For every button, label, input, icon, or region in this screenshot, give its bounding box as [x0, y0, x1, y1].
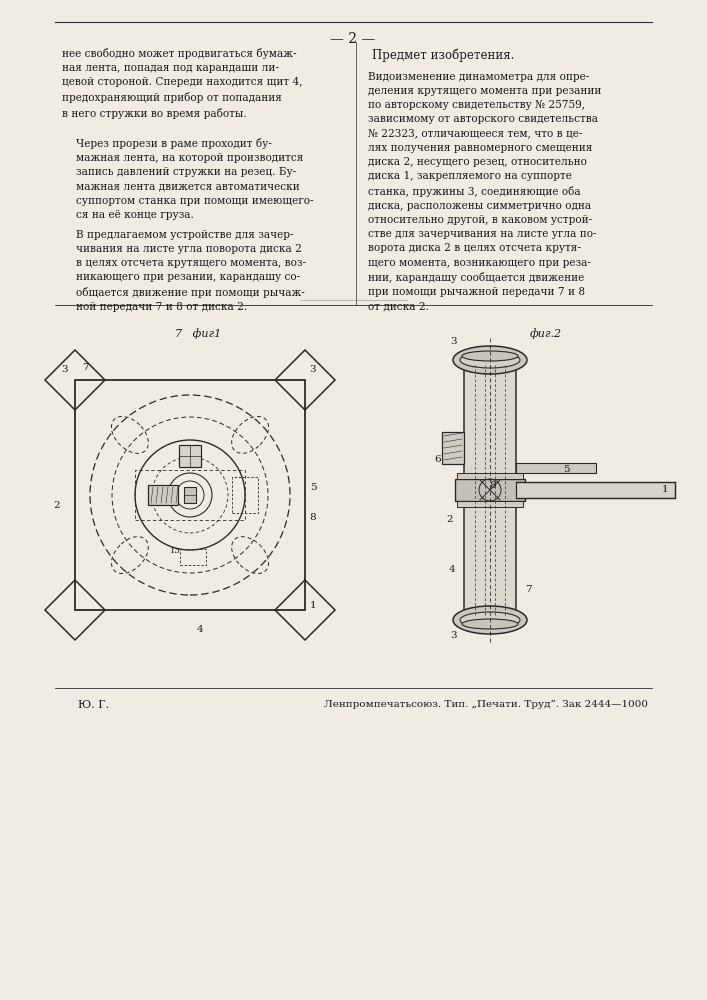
Ellipse shape	[453, 606, 527, 634]
Text: 4: 4	[449, 566, 455, 574]
Text: 2: 2	[54, 500, 60, 510]
Polygon shape	[184, 487, 196, 503]
Text: — 2 —: — 2 —	[330, 32, 375, 46]
Text: 1: 1	[662, 486, 668, 494]
Text: 5: 5	[563, 464, 569, 474]
Text: Через прорези в раме проходит бу-
мажная лента, на которой производится
запись д: Через прорези в раме проходит бу- мажная…	[76, 138, 313, 220]
Ellipse shape	[462, 351, 518, 361]
Ellipse shape	[460, 612, 520, 628]
Polygon shape	[457, 501, 523, 507]
Ellipse shape	[460, 352, 520, 368]
Polygon shape	[457, 473, 523, 479]
Polygon shape	[455, 479, 525, 501]
Polygon shape	[516, 482, 675, 498]
Text: Ю. Г.: Ю. Г.	[78, 700, 109, 710]
Polygon shape	[464, 360, 516, 620]
Polygon shape	[179, 445, 201, 467]
Text: Видоизменение динамометра для опре-
деления крутящего момента при резании
по авт: Видоизменение динамометра для опре- деле…	[368, 72, 602, 312]
Text: В предлагаемом устройстве для зачер-
чивания на листе угла поворота диска 2
в це: В предлагаемом устройстве для зачер- чив…	[76, 230, 306, 312]
Text: 3: 3	[450, 338, 457, 347]
Text: 7   фиг1: 7 фиг1	[175, 328, 221, 339]
Text: фиг.2: фиг.2	[530, 328, 562, 339]
Text: 6: 6	[435, 456, 441, 464]
Text: 1: 1	[310, 600, 316, 609]
Polygon shape	[442, 432, 464, 464]
Text: Ленпромпечатьсоюз. Тип. „Печати. Труд“. Зак 2444—1000: Ленпромпечатьсоюз. Тип. „Печати. Труд“. …	[324, 700, 648, 709]
Text: нее свободно может продвигаться бумаж-
ная лента, попадая под карандаши ли-
цево: нее свободно может продвигаться бумаж- н…	[62, 48, 303, 119]
Text: 2: 2	[447, 514, 453, 524]
Text: 4: 4	[197, 626, 204, 635]
Polygon shape	[516, 463, 596, 473]
Text: 7: 7	[525, 585, 532, 594]
Text: 7: 7	[82, 363, 88, 372]
Text: Предмет изобретения.: Предмет изобретения.	[372, 48, 514, 62]
Ellipse shape	[462, 619, 518, 629]
Text: 8: 8	[490, 482, 496, 490]
Text: 8: 8	[310, 512, 316, 522]
Polygon shape	[148, 485, 178, 505]
Text: 5: 5	[310, 483, 316, 491]
Text: 3: 3	[62, 365, 69, 374]
Text: 3: 3	[450, 631, 457, 640]
Text: 13: 13	[170, 547, 180, 555]
Ellipse shape	[453, 346, 527, 374]
Text: 3: 3	[310, 365, 316, 374]
